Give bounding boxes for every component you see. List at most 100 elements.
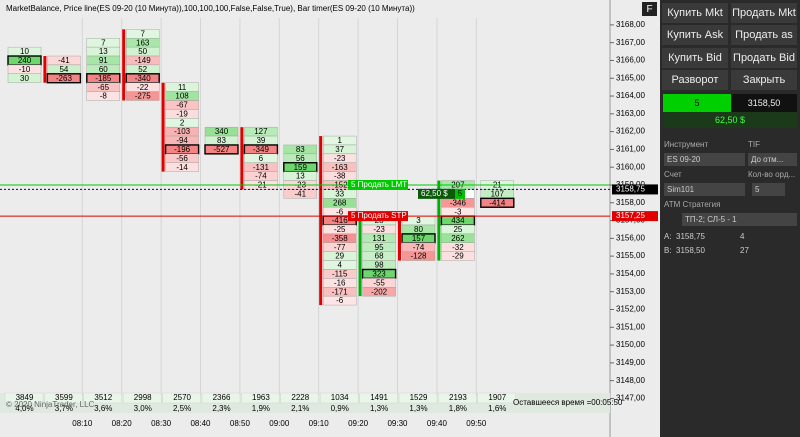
qty-field[interactable]: 5 bbox=[752, 183, 785, 196]
order-tag bbox=[348, 179, 408, 190]
cell bbox=[480, 197, 515, 208]
cell-bg bbox=[244, 153, 278, 163]
button[interactable]: Продать Bid bbox=[731, 48, 797, 68]
instrument-field[interactable]: ES 09-20 bbox=[664, 153, 745, 166]
cell-value: -196 bbox=[174, 145, 191, 154]
button[interactable]: Разворот bbox=[662, 70, 728, 90]
atm-field[interactable]: ТП-2; СЛ-5 - 1 bbox=[682, 213, 797, 226]
ask-size: 4 bbox=[740, 232, 745, 241]
cell-bg bbox=[47, 64, 81, 74]
volume-cell bbox=[280, 392, 319, 404]
x-tick-label: 08:20 bbox=[112, 419, 133, 428]
cell-value: 2 bbox=[180, 118, 185, 127]
cell-bg bbox=[244, 136, 278, 145]
cell-value: 240 bbox=[18, 56, 32, 65]
cell-bg bbox=[165, 100, 199, 110]
cell-bg bbox=[323, 269, 357, 279]
button[interactable]: Купить Bid bbox=[662, 48, 728, 68]
candle-body bbox=[437, 180, 441, 261]
cell-bg bbox=[323, 136, 357, 145]
volume-cell bbox=[44, 392, 83, 404]
cell-bg bbox=[362, 251, 396, 261]
cell-value: -349 bbox=[253, 145, 270, 154]
account-field[interactable]: Sim101 bbox=[664, 183, 745, 196]
cell-value: 29 bbox=[335, 252, 344, 261]
y-tick-label: 3148,00 bbox=[616, 376, 645, 385]
button[interactable]: Закрыть bbox=[731, 70, 797, 90]
candle-body bbox=[161, 82, 165, 172]
candle-body bbox=[122, 29, 126, 101]
label: Инструмент bbox=[664, 140, 709, 149]
cell-bg bbox=[244, 171, 278, 181]
cell-bg bbox=[362, 242, 396, 252]
tif-field[interactable]: До отм... bbox=[748, 153, 797, 166]
cell-value: 39 bbox=[256, 136, 265, 145]
volume-cell bbox=[359, 392, 398, 404]
label: ATM Стратегия bbox=[664, 200, 721, 209]
cell-value: -22 bbox=[137, 83, 149, 92]
cell-bg bbox=[362, 225, 396, 234]
cell-value: -131 bbox=[253, 163, 270, 172]
f-button-bg[interactable] bbox=[642, 2, 657, 16]
cell-value: 323 bbox=[372, 270, 386, 279]
button[interactable]: Купить Mkt bbox=[662, 3, 728, 23]
ask: 3158,75 bbox=[676, 232, 705, 241]
cell-value: -32 bbox=[452, 243, 464, 252]
cell-bg bbox=[205, 136, 238, 145]
cell-value: 56 bbox=[296, 154, 305, 163]
price-marker-label: 3158,75 bbox=[616, 185, 645, 194]
volume: 3599 bbox=[55, 393, 73, 402]
y-tick-label: 3152,00 bbox=[616, 305, 645, 314]
candle-body bbox=[358, 216, 362, 297]
cell-value: -74 bbox=[255, 172, 267, 181]
button[interactable]: Продать as bbox=[731, 25, 797, 45]
y-tick-label: 3158,00 bbox=[616, 198, 645, 207]
cell-value: 159 bbox=[294, 163, 308, 172]
percent: 2,3% bbox=[212, 404, 230, 413]
percent: 1,9% bbox=[252, 404, 270, 413]
cell-bg bbox=[8, 64, 41, 74]
candle-body bbox=[398, 216, 401, 261]
cell-value: 91 bbox=[99, 56, 108, 65]
y-tick-label: 3162,00 bbox=[616, 127, 645, 136]
cell-bg bbox=[283, 189, 317, 199]
y-tick-label: 3154,00 bbox=[616, 269, 645, 278]
button[interactable]: Купить Ask bbox=[662, 25, 728, 45]
y-tick-label: 3167,00 bbox=[616, 38, 645, 47]
cell-bg bbox=[480, 189, 514, 199]
cell-bg bbox=[86, 38, 120, 48]
cell-bg bbox=[165, 153, 199, 163]
candle-body bbox=[240, 127, 244, 190]
cell bbox=[362, 287, 396, 297]
cell-value: 6 bbox=[259, 154, 264, 163]
timer: Оставшееся время =00:05:50 bbox=[513, 398, 623, 407]
cell-bg bbox=[86, 47, 120, 57]
cell-value: -3 bbox=[454, 207, 462, 216]
cell-value: -8 bbox=[100, 92, 108, 101]
cell-value: 30 bbox=[20, 74, 29, 83]
cell-bg bbox=[323, 144, 357, 154]
volume: 2998 bbox=[134, 393, 152, 402]
cell-bg bbox=[126, 64, 160, 74]
volume-cell bbox=[398, 392, 438, 404]
order-panel: Купить Mkt Продать Mkt Купить Ask Продат… bbox=[660, 0, 800, 437]
cell-value: -23 bbox=[334, 154, 346, 163]
cell-value: 1 bbox=[337, 136, 342, 145]
cell-value: 11 bbox=[178, 83, 187, 92]
cell-value: 60 bbox=[99, 65, 108, 74]
cell-value: 13 bbox=[99, 47, 108, 56]
y-tick-label: 3168,00 bbox=[616, 20, 645, 29]
cell bbox=[441, 251, 475, 261]
cell-value: -41 bbox=[58, 56, 70, 65]
cell-value: -67 bbox=[176, 101, 188, 110]
f-button[interactable]: F bbox=[646, 4, 652, 15]
ask-label: A: bbox=[664, 232, 672, 241]
button[interactable]: Продать Mkt bbox=[731, 3, 797, 23]
volume-cell bbox=[83, 392, 123, 404]
cell-bg bbox=[441, 207, 475, 217]
position-qty: 5 bbox=[458, 189, 463, 198]
cell-value: 157 bbox=[412, 234, 426, 243]
position-pnl: 62,50 $ bbox=[421, 189, 448, 198]
cell-value: -527 bbox=[213, 145, 230, 154]
percent: 2,1% bbox=[291, 404, 309, 413]
